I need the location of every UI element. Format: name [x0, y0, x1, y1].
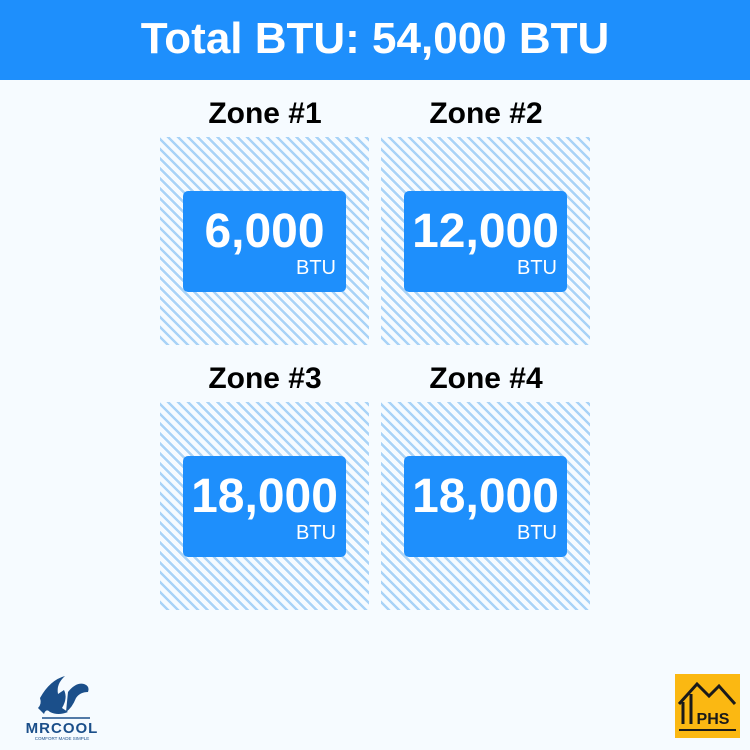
zone-1-panel: 6,000 BTU [160, 137, 369, 345]
zone-3-value: 18,000 [191, 470, 338, 523]
zone-1-btu-card: 6,000 BTU [183, 191, 346, 292]
svg-text:COMFORT MADE SIMPLE: COMFORT MADE SIMPLE [35, 736, 90, 741]
total-btu-title: Total BTU: 54,000 BTU [140, 14, 610, 63]
zone-1-value: 6,000 [204, 205, 325, 258]
zone-3-title: Zone #3 [208, 362, 322, 395]
zone-2-value: 12,000 [412, 205, 559, 258]
zone-4-value: 18,000 [412, 470, 559, 523]
zone-1-unit: BTU [296, 257, 336, 279]
zone-4-panel: 18,000 BTU [381, 402, 590, 610]
zone-3-btu-card: 18,000 BTU [183, 456, 346, 557]
polar-bear-icon [38, 676, 68, 714]
zone-4-title: Zone #4 [429, 362, 543, 395]
zone-2-btu-card: 12,000 BTU [404, 191, 567, 292]
mrcool-logo: MRCOOL COMFORT MADE SIMPLE [26, 676, 99, 741]
zone-1-title: Zone #1 [208, 97, 322, 130]
zone-3-unit: BTU [296, 522, 336, 544]
total-btu-header: Total BTU: 54,000 BTU [0, 0, 750, 80]
mrcool-wordmark: MRCOOL [26, 720, 99, 737]
zone-4-unit: BTU [517, 522, 557, 544]
zone-2-title: Zone #2 [429, 97, 543, 130]
zone-2-panel: 12,000 BTU [381, 137, 590, 345]
zone-4-btu-card: 18,000 BTU [404, 456, 567, 557]
phs-logo: PHS [675, 674, 740, 738]
zone-2-unit: BTU [517, 257, 557, 279]
zone-3-panel: 18,000 BTU [160, 402, 369, 610]
phs-wordmark: PHS [697, 711, 730, 728]
